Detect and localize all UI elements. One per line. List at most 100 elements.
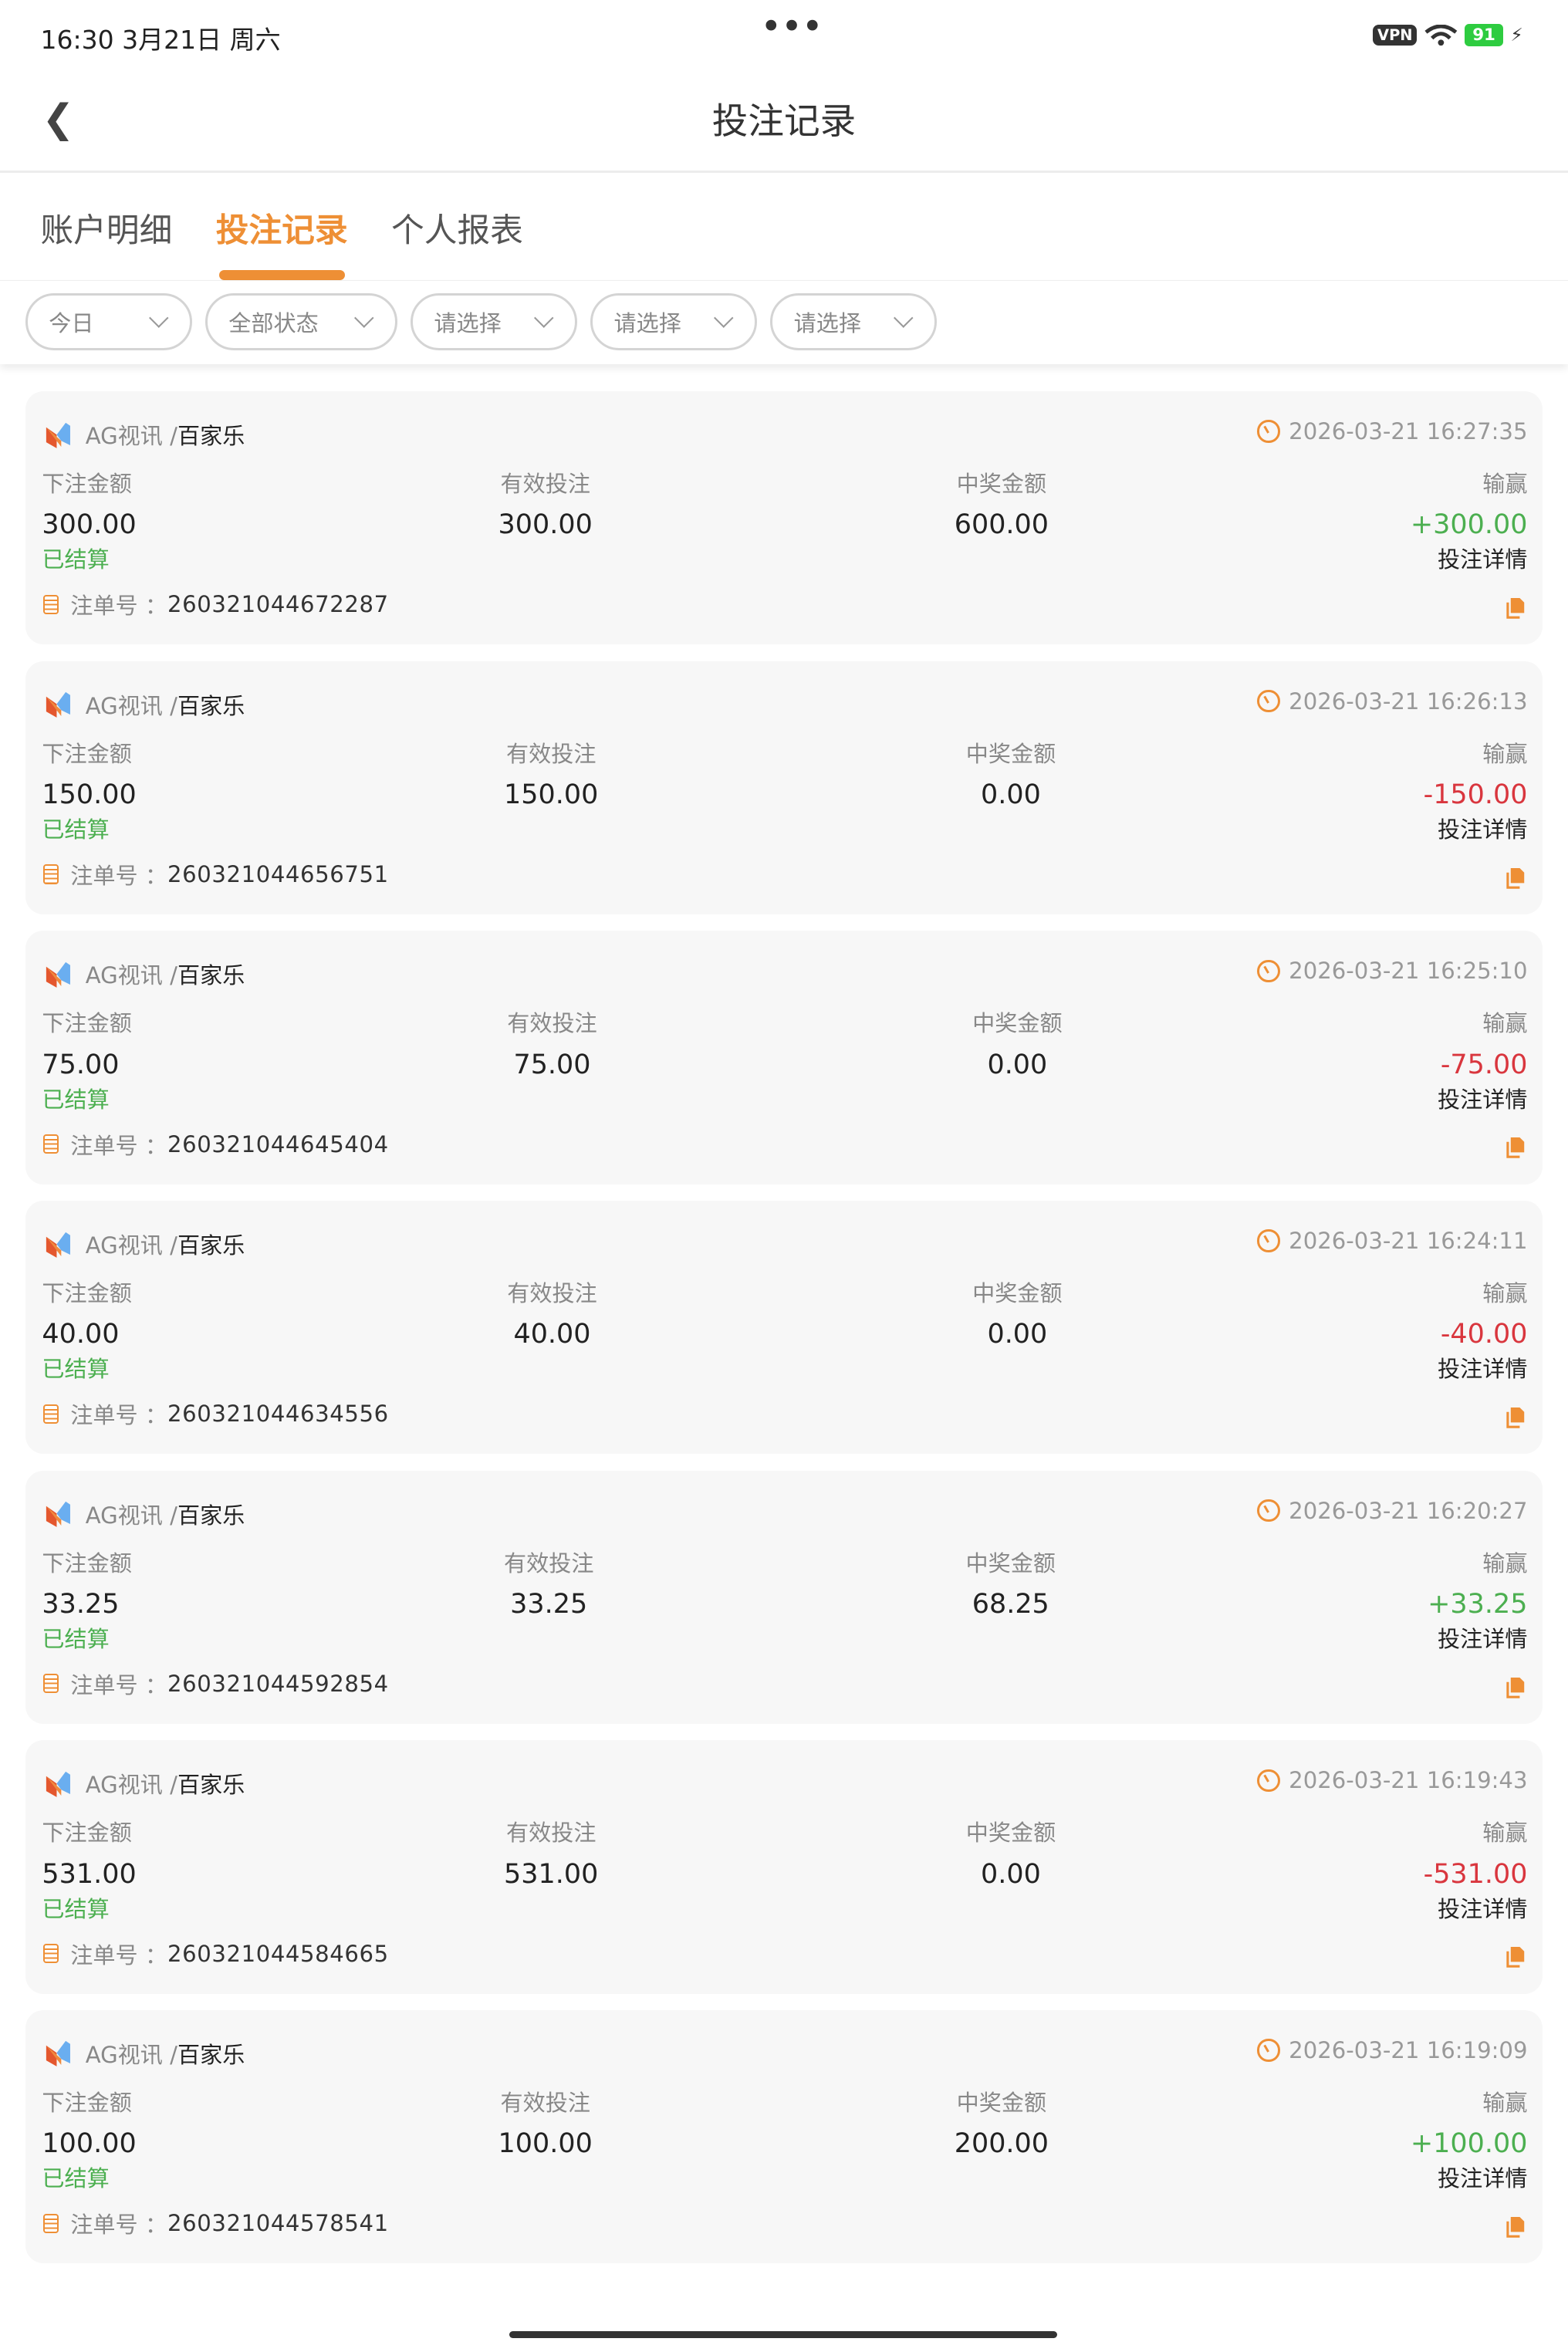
win-loss-label: 输赢: [1482, 2090, 1528, 2117]
bet-detail-link[interactable]: 投注详情: [1437, 546, 1528, 573]
win-amount-col: 中奖金额 600.00: [955, 466, 1049, 574]
bet-detail-link[interactable]: 投注详情: [1438, 1356, 1528, 1383]
valid-bet-label: 有效投注: [505, 740, 596, 767]
copy-icon[interactable]: [1505, 1945, 1526, 1968]
status-badge: 已结算: [42, 1086, 110, 1113]
select-filter-2[interactable]: 请选择: [590, 292, 757, 350]
select-filter-3[interactable]: 请选择: [770, 292, 938, 350]
bet-time-text: 2026-03-21 16:27:35: [1289, 417, 1528, 444]
win-amount-label: 中奖金额: [956, 471, 1047, 498]
valid-bet-col: 有效投注 531.00: [504, 1815, 598, 1923]
valid-bet-value: 33.25: [510, 1589, 588, 1620]
filter-label: 今日: [49, 309, 94, 336]
clipboard-icon: [43, 1674, 59, 1694]
tab-bet-records[interactable]: 投注记录: [215, 211, 348, 251]
bet-detail-link[interactable]: 投注详情: [1438, 1895, 1528, 1922]
more-dots-icon[interactable]: •••: [761, 8, 824, 44]
bet-amount-value: 75.00: [42, 1049, 120, 1080]
win-amount-col: 中奖金额 0.00: [972, 1005, 1063, 1113]
status-badge: 已结算: [42, 1895, 110, 1922]
win-amount-value: 0.00: [987, 1049, 1048, 1080]
copy-icon[interactable]: [1505, 596, 1526, 619]
win-loss-value: +100.00: [1410, 2128, 1528, 2160]
bet-detail-link[interactable]: 投注详情: [1438, 1086, 1528, 1113]
tab-personal-report[interactable]: 个人报表: [391, 211, 523, 251]
order-label: 注单号 ：: [70, 1402, 168, 1429]
valid-bet-col: 有效投注 300.00: [498, 466, 593, 574]
valid-bet-value: 100.00: [498, 2128, 593, 2160]
amount-columns: 下注金额 150.00 已结算 有效投注 150.00 中奖金额 0.00 输赢 -150…: [42, 736, 1527, 844]
status-filter[interactable]: 全部状态: [205, 292, 397, 350]
bet-amount-label: 下注金额: [42, 1549, 132, 1576]
back-button[interactable]: ❮: [42, 96, 75, 142]
amount-columns: 下注金额 300.00 已结算 有效投注 300.00 中奖金额 600.00 输赢 +3…: [42, 466, 1527, 574]
win-amount-label: 中奖金额: [972, 1280, 1063, 1307]
order-number-value: 260321044584665: [167, 1940, 389, 1967]
copy-icon[interactable]: [1505, 1406, 1526, 1428]
status-badge: 已结算: [42, 1356, 110, 1383]
bet-detail-link[interactable]: 投注详情: [1437, 1626, 1528, 1653]
order-number: 注单号 ： 260321044634556: [43, 1397, 388, 1430]
select-filter-1[interactable]: 请选择: [411, 292, 577, 350]
date-filter[interactable]: 今日: [25, 292, 192, 350]
amount-columns: 下注金额 100.00 已结算 有效投注 100.00 中奖金额 200.00 输赢 +1…: [42, 2085, 1527, 2193]
valid-bet-value: 40.00: [513, 1319, 591, 1350]
clipboard-icon: [43, 1134, 59, 1154]
win-loss-value: -531.00: [1423, 1858, 1528, 1890]
copy-icon[interactable]: [1505, 867, 1526, 889]
bet-amount-col: 下注金额 100.00 已结算: [42, 2085, 136, 2193]
valid-bet-label: 有效投注: [505, 1820, 596, 1847]
bet-record-card: AG视讯 / 百家乐 2026-03-21 16:19:09 下注金额 100.0…: [25, 2009, 1543, 2264]
game-header: AG视讯 / 百家乐: [43, 1767, 245, 1799]
game-header: AG视讯 / 百家乐: [43, 688, 245, 721]
bet-time: 2026-03-21 16:20:27: [1257, 1498, 1528, 1524]
battery-icon: 91: [1465, 24, 1503, 46]
bet-amount-col: 下注金额 531.00 已结算: [42, 1815, 136, 1923]
win-amount-col: 中奖金额 0.00: [966, 736, 1056, 844]
copy-icon[interactable]: [1505, 1136, 1526, 1159]
bet-detail-link[interactable]: 投注详情: [1438, 816, 1528, 843]
order-number-value: 260321044634556: [167, 1401, 389, 1428]
provider-name: AG视讯 /: [85, 422, 177, 449]
status-time: 16:30 3月21日 周六: [40, 25, 281, 56]
game-header: AG视讯 / 百家乐: [43, 1228, 245, 1260]
win-loss-label: 输赢: [1482, 471, 1528, 498]
copy-icon[interactable]: [1505, 1676, 1526, 1698]
win-loss-col: 输赢 +100.00 投注详情: [1411, 2085, 1528, 2193]
vpn-icon: VPN: [1373, 25, 1418, 46]
bet-detail-link[interactable]: 投注详情: [1437, 2165, 1528, 2192]
clipboard-icon: [43, 594, 59, 614]
bet-time-text: 2026-03-21 16:26:13: [1289, 688, 1528, 715]
bet-amount-col: 下注金额 33.25 已结算: [42, 1546, 132, 1654]
ag-logo-icon: [46, 1771, 71, 1797]
clock-icon: [1257, 1769, 1280, 1792]
game-name: 百家乐: [177, 422, 245, 449]
amount-columns: 下注金额 531.00 已结算 有效投注 531.00 中奖金额 0.00 输赢 -531…: [42, 1815, 1527, 1923]
status-icons: VPN 91 ⚡: [1373, 24, 1523, 46]
valid-bet-label: 有效投注: [503, 1549, 594, 1576]
clock-icon: [1257, 420, 1280, 443]
valid-bet-value: 531.00: [504, 1858, 599, 1890]
win-amount-label: 中奖金额: [965, 740, 1056, 767]
win-loss-value: +33.25: [1428, 1589, 1528, 1620]
win-amount-value: 68.25: [972, 1589, 1049, 1620]
valid-bet-col: 有效投注 75.00: [507, 1005, 597, 1113]
game-name: 百家乐: [177, 962, 245, 989]
amount-columns: 下注金额 75.00 已结算 有效投注 75.00 中奖金额 0.00 输赢 -75.00…: [42, 1005, 1527, 1113]
amount-columns: 下注金额 33.25 已结算 有效投注 33.25 中奖金额 68.25 输赢 +33.2…: [42, 1546, 1527, 1654]
game-header: AG视讯 / 百家乐: [43, 418, 245, 451]
valid-bet-col: 有效投注 40.00: [507, 1276, 597, 1384]
order-number: 注单号 ： 260321044592854: [43, 1668, 388, 1700]
win-loss-label: 输赢: [1482, 1010, 1528, 1037]
bet-record-card: AG视讯 / 百家乐 2026-03-21 16:19:43 下注金额 531.0…: [25, 1740, 1543, 1994]
bet-amount-col: 下注金额 75.00 已结算: [42, 1005, 132, 1113]
clipboard-icon: [43, 1404, 59, 1424]
filter-label: 请选择: [613, 309, 681, 336]
home-indicator[interactable]: [509, 2330, 1057, 2339]
clock-icon: [1257, 689, 1280, 713]
win-loss-col: 输赢 -75.00 投注详情: [1438, 1005, 1528, 1113]
copy-icon[interactable]: [1505, 2215, 1526, 2238]
chevron-down-icon: [894, 308, 914, 328]
order-number: 注单号 ： 260321044584665: [43, 1938, 388, 1970]
tab-account-details[interactable]: 账户明细: [40, 211, 173, 251]
